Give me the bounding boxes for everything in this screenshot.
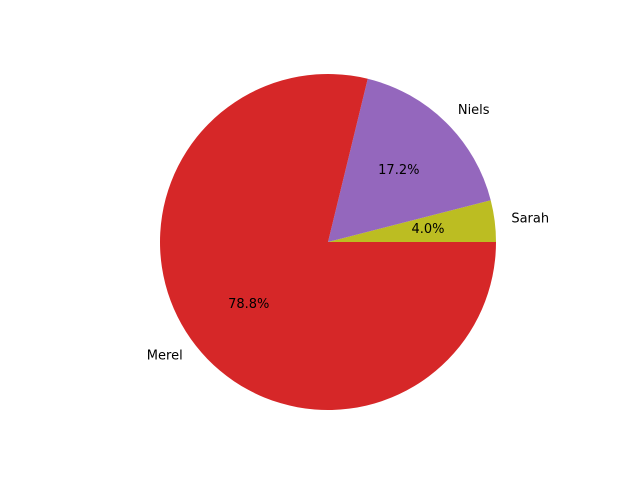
pie-slice-sarah [328,200,496,242]
pie-labels: Sarah 4.0% Niels 17.2% Merel 78.8% [147,103,549,364]
slice-percent-niels: 17.2% [378,163,419,178]
pie-slice-merel [160,73,496,410]
slice-percent-sarah: 4.0% [411,222,444,237]
slice-percent-merel: 78.8% [228,297,269,312]
pie-slices [160,73,496,410]
slice-label-merel: Merel [147,349,183,364]
slice-label-sarah: Sarah [511,211,549,226]
slice-label-niels: Niels [458,103,490,118]
pie-slice-niels [328,78,491,242]
